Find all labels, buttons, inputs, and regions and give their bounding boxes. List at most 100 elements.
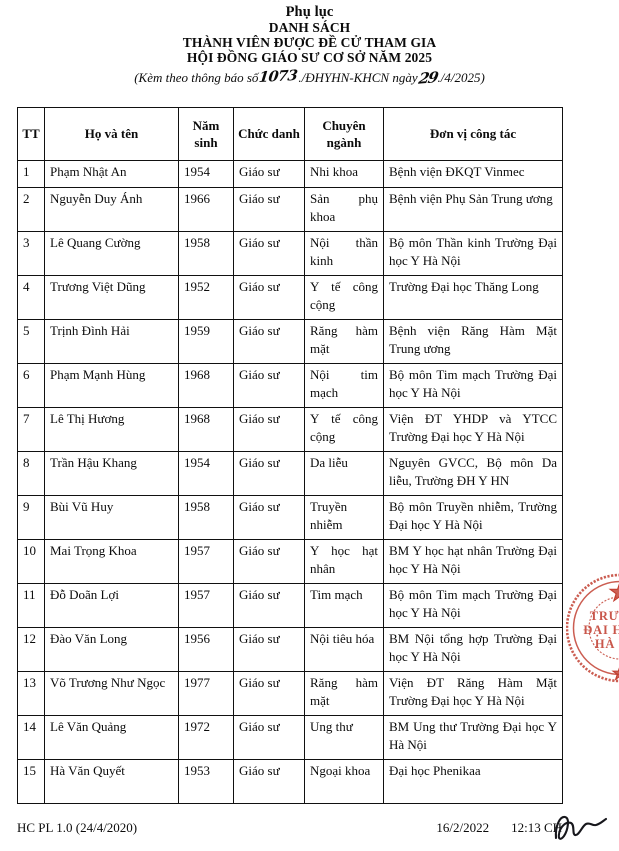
table-cell-year: 1968 [179,408,234,452]
table-cell-org: Bộ môn Thần kinh Trường Đại học Y Hà Nội [384,232,563,276]
table-cell-title: Giáo sư [234,408,305,452]
table-cell-year: 1952 [179,276,234,320]
column-header-tt: TT [18,108,45,161]
table-cell-title: Giáo sư [234,540,305,584]
column-header-name: Họ và tên [45,108,179,161]
official-seal-stamp: TRƯỜNG ĐẠI HỌC Y HÀ NỘI [566,562,619,694]
table-cell-tt: 11 [18,584,45,628]
table-cell-year: 1956 [179,628,234,672]
table-cell-tt: 14 [18,716,45,760]
table-cell-tt: 9 [18,496,45,540]
table-cell-title: Giáo sư [234,232,305,276]
table-cell-title: Giáo sư [234,320,305,364]
table-cell-major: Sản phụ khoa [305,188,384,232]
document-footer: HC PL 1.0 (24/4/2020) 16/2/2022 12:13 CH [17,820,562,836]
table-cell-major: Tim mạch [305,584,384,628]
table-cell-title: Giáo sư [234,452,305,496]
table-cell-tt: 7 [18,408,45,452]
table-cell-org: Bộ môn Truyền nhiễm, Trường Đại học Y Hà… [384,496,563,540]
footer-date: 16/2/2022 [436,820,489,836]
table-cell-year: 1959 [179,320,234,364]
table-cell-major: Răng hàm mặt [305,320,384,364]
footer-form-code: HC PL 1.0 (24/4/2020) [17,820,137,836]
table-cell-major: Truyền nhiễm [305,496,384,540]
table-cell-org: Bộ môn Tim mạch Trường Đại học Y Hà Nội [384,584,563,628]
table-cell-name: Trần Hậu Khang [45,452,179,496]
table-cell-name: Đào Văn Long [45,628,179,672]
table-cell-name: Võ Trương Như Ngọc [45,672,179,716]
document-title-thanh-vien: THÀNH VIÊN ĐƯỢC ĐỀ CỬ THAM GIA [0,35,619,50]
table-cell-title: Giáo sư [234,628,305,672]
document-title-danh-sach: DANH SÁCH [0,20,619,35]
table-cell-tt: 6 [18,364,45,408]
table-cell-title: Giáo sư [234,716,305,760]
footer-timestamp: 16/2/2022 12:13 CH [436,820,562,836]
table-cell-year: 1977 [179,672,234,716]
table-header-row-group: TT Họ và tên Năm sinh Chức danh Chuyên n… [18,108,563,161]
table-cell-title: Giáo sư [234,584,305,628]
column-header-major: Chuyên ngành [305,108,384,161]
table-cell-title: Giáo sư [234,672,305,716]
table-cell-year: 1958 [179,496,234,540]
document-subtitle-reference: (Kèm theo thông báo số 1073 ./ĐHYHN-KHCN… [0,68,619,86]
subtitle-middle: ./ĐHYHN-KHCN ngày [298,70,417,86]
document-title-phu-luc: Phụ lục [0,4,619,20]
footer-time: 12:13 CH [511,820,562,836]
seal-text-1: TRƯỜNG [590,609,619,623]
table-cell-major: Răng hàm mặt [305,672,384,716]
table-cell-major: Y học hạt nhân [305,540,384,584]
table-cell-major: Nội tiêu hóa [305,628,384,672]
table-cell-tt: 2 [18,188,45,232]
table-cell-org: Bộ môn Tim mạch Trường Đại học Y Hà Nội [384,364,563,408]
table-cell-name: Phạm Nhật An [45,161,179,188]
table-cell-org: Viện ĐT Răng Hàm Mặt Trường Đại học Y Hà… [384,672,563,716]
table-cell-tt: 15 [18,760,45,804]
handwritten-day: 29 [416,68,439,88]
table-cell-name: Lê Thị Hương [45,408,179,452]
table-cell-org: BM Nội tổng hợp Trường Đại học Y Hà Nội [384,628,563,672]
table-cell-title: Giáo sư [234,364,305,408]
table-cell-major: Nhi khoa [305,161,384,188]
roster-table: TT Họ và tên Năm sinh Chức danh Chuyên n… [17,107,563,804]
table-cell-org: Nguyên GVCC, Bộ môn Da liễu, Trường ĐH Y… [384,452,563,496]
table-cell-org: Bệnh viện Răng Hàm Mặt Trung ương [384,320,563,364]
document-title-hoi-dong: HỘI ĐỒNG GIÁO SƯ CƠ SỞ NĂM 2025 [0,50,619,65]
table-cell-org: Bệnh viện Phụ Sản Trung ương [384,188,563,232]
table-cell-name: Hà Văn Quyết [45,760,179,804]
table-cell-org: BM Y học hạt nhân Trường Đại học Y Hà Nộ… [384,540,563,584]
table-cell-org: Trường Đại học Thăng Long [384,276,563,320]
table-cell-major: Nội thần kinh [305,232,384,276]
table-cell-org: Viện ĐT YHDP và YTCC Trường Đại học Y Hà… [384,408,563,452]
table-cell-tt: 13 [18,672,45,716]
table-cell-name: Lê Văn Quảng [45,716,179,760]
table-cell-tt: 5 [18,320,45,364]
table-cell-org: BM Ung thư Trường Đại học Y Hà Nội [384,716,563,760]
subtitle-suffix: ./4/2025) [437,70,484,86]
table-cell-tt: 12 [18,628,45,672]
table-cell-org: Đại học Phenikaa [384,760,563,804]
table-cell-major: Nội tim mạch [305,364,384,408]
table-cell-title: Giáo sư [234,496,305,540]
table-cell-tt: 3 [18,232,45,276]
table-cell-year: 1954 [179,452,234,496]
table-header-row: TT Họ và tên Năm sinh Chức danh Chuyên n… [18,108,563,161]
table-cell-name: Trương Việt Dũng [45,276,179,320]
table-cell-title: Giáo sư [234,276,305,320]
column-header-org: Đơn vị công tác [384,108,563,161]
subtitle-prefix: (Kèm theo thông báo số [134,70,258,86]
table-cell-year: 1968 [179,364,234,408]
table-cell-year: 1958 [179,232,234,276]
table-cell-title: Giáo sư [234,760,305,804]
table-cell-tt: 4 [18,276,45,320]
table-cell-tt: 1 [18,161,45,188]
